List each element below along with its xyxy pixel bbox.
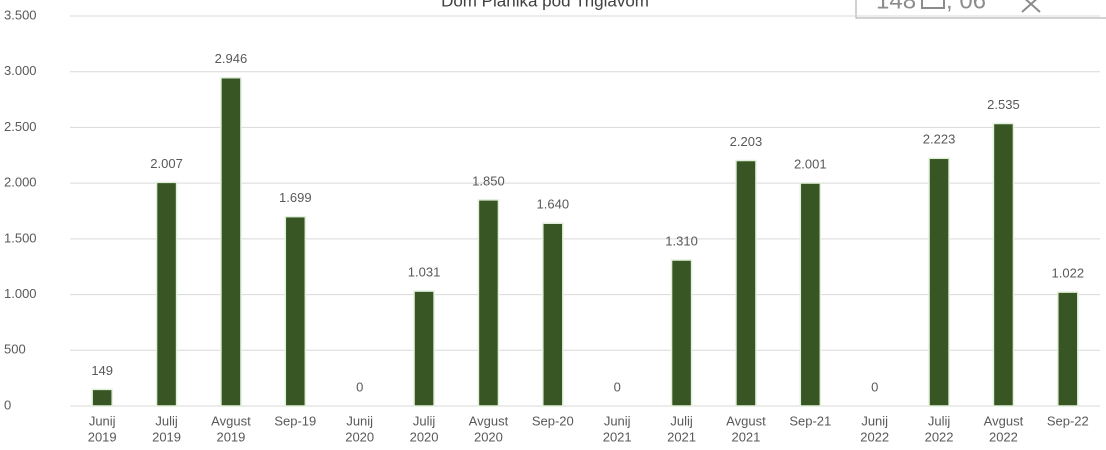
x-tick-label: Julij: [413, 413, 436, 428]
x-tick-label: 2020: [410, 429, 439, 444]
x-tick-label: Junij: [346, 413, 373, 428]
x-tick-label: 2021: [603, 429, 632, 444]
y-tick-label: 3.000: [4, 63, 37, 78]
data-label: 1.310: [665, 233, 698, 248]
bar: [928, 157, 950, 407]
data-label: 0: [871, 379, 878, 394]
x-tick-label: 2019: [216, 429, 245, 444]
data-label: 1.640: [537, 197, 570, 212]
x-tick-label: 2020: [474, 429, 503, 444]
x-tick-label: Sep-22: [1047, 413, 1089, 428]
bar: [220, 76, 242, 407]
bar: [542, 222, 564, 407]
x-tick-label: 2019: [88, 429, 117, 444]
data-label: 1.850: [472, 173, 505, 188]
x-tick-label: 2019: [152, 429, 181, 444]
x-tick-label: 2021: [667, 429, 696, 444]
bar: [284, 215, 307, 407]
x-tick-label: 2022: [860, 429, 889, 444]
y-tick-label: 1.500: [4, 230, 37, 245]
y-tick-label: 500: [4, 342, 26, 357]
x-tick-label: Junij: [89, 413, 116, 428]
bar: [91, 388, 113, 407]
x-tick-label: Junij: [604, 413, 631, 428]
overlay-text: 148: [876, 0, 916, 14]
data-label: 2.535: [987, 97, 1020, 112]
data-label: 2.203: [730, 134, 763, 149]
x-tick-label: 2021: [731, 429, 760, 444]
bar: [155, 181, 178, 407]
overlay-icon: [921, 0, 945, 9]
bar: [477, 199, 500, 407]
y-tick-label: 2.000: [4, 175, 37, 190]
data-label: 0: [614, 379, 621, 394]
data-label: 2.007: [150, 156, 183, 171]
overlay-box: 148 , 06: [855, 0, 1106, 19]
x-tick-label: 2022: [925, 429, 954, 444]
data-label: 2.001: [794, 156, 827, 171]
y-tick-label: 3.500: [4, 7, 37, 22]
data-label: 149: [91, 363, 113, 378]
x-tick-label: Julij: [670, 413, 693, 428]
bar: [670, 259, 693, 407]
y-tick-label: 1.000: [4, 286, 37, 301]
data-label: 1.022: [1052, 266, 1085, 281]
bar: [735, 159, 757, 407]
x-tick-label: 2020: [345, 429, 374, 444]
data-label: 1.699: [279, 190, 312, 205]
x-tick-label: Julij: [928, 413, 951, 428]
x-tick-label: Sep-20: [532, 413, 574, 428]
x-tick-label: Avgust: [726, 413, 766, 428]
x-tick-label: Junij: [861, 413, 888, 428]
x-tick-label: Avgust: [211, 413, 251, 428]
y-tick-label: 2.500: [4, 119, 37, 134]
y-tick-label: 0: [4, 397, 11, 412]
bar: [799, 182, 822, 407]
x-tick-label: 2022: [989, 429, 1018, 444]
x-tick-label: Sep-21: [789, 413, 831, 428]
overlay-frame: [855, 0, 1106, 19]
x-tick-label: Avgust: [469, 413, 509, 428]
x-tick-label: Julij: [155, 413, 178, 428]
data-label: 2.223: [923, 132, 956, 147]
data-label: 1.031: [408, 265, 441, 280]
overlay-close: [1021, 0, 1041, 13]
data-label: 0: [356, 379, 363, 394]
bar: [1057, 291, 1079, 407]
overlay-text: , 06: [946, 0, 986, 14]
bar: [413, 290, 435, 407]
x-tick-label: Avgust: [984, 413, 1024, 428]
bar: [992, 122, 1015, 407]
chart-title: Dom Planika pod Triglavom: [441, 0, 649, 10]
data-label: 2.946: [215, 51, 248, 66]
x-tick-label: Sep-19: [274, 413, 316, 428]
